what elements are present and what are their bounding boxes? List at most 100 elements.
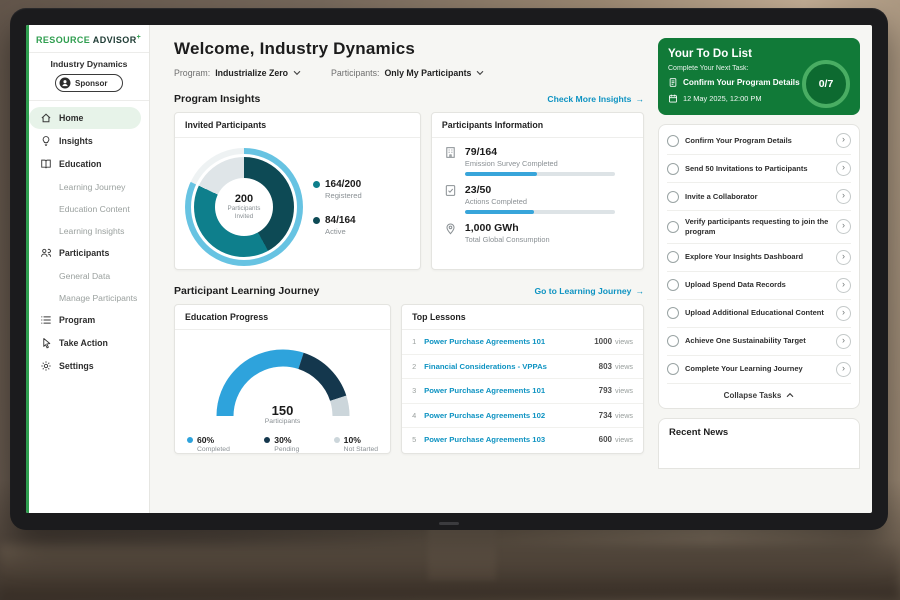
chevron-right-icon[interactable]: ›: [836, 362, 851, 377]
check-more-insights-link[interactable]: Check More Insights →: [547, 94, 644, 104]
task-checkbox[interactable]: [667, 307, 679, 319]
legend-completed: 60% Completed: [187, 435, 230, 453]
dashboard-screen: RESOURCE ADVISOR+ Industry Dynamics Spon…: [26, 25, 872, 513]
card-title: Participants Information: [432, 113, 643, 138]
lesson-row[interactable]: 3 Power Purchase Agreements 101 793views: [402, 379, 643, 404]
todo-summary-card: Your To Do List Complete Your Next Task:…: [658, 38, 860, 115]
legend-dot: [334, 437, 340, 443]
stat-emission-survey: 79/164 Emission Survey Completed: [432, 138, 643, 176]
todo-progress-value: 0/7: [819, 78, 834, 90]
checklist-icon: [444, 184, 457, 197]
lesson-row[interactable]: 4 Power Purchase Agreements 102 734views: [402, 404, 643, 429]
participants-filter[interactable]: Participants: Only My Participants: [331, 68, 484, 78]
arrow-right-icon: →: [635, 94, 644, 104]
task-checkbox[interactable]: [667, 335, 679, 347]
task-checkbox[interactable]: [667, 163, 679, 175]
book-icon: [40, 158, 52, 170]
chevron-right-icon[interactable]: ›: [836, 133, 851, 148]
legend-dot: [264, 437, 270, 443]
task-row[interactable]: Explore Your Insights Dashboard ›: [667, 244, 851, 272]
task-row[interactable]: Achieve One Sustainability Target ›: [667, 328, 851, 356]
sidebar-item-insights[interactable]: Insights: [29, 130, 149, 152]
legend-dot: [313, 217, 320, 224]
arrow-right-icon: →: [635, 286, 644, 296]
task-row[interactable]: Upload Spend Data Records ›: [667, 272, 851, 300]
insights-cards-row: Invited Participants 200 Participants In…: [174, 112, 644, 270]
chevron-right-icon[interactable]: ›: [836, 278, 851, 293]
sidebar-item-program[interactable]: Program: [29, 309, 149, 331]
donut-center: 200 Participants Invited: [215, 178, 273, 236]
legend-pending: 30% Pending: [264, 435, 299, 453]
task-row[interactable]: Confirm Your Program Details ›: [667, 127, 851, 155]
task-checkbox[interactable]: [667, 251, 679, 263]
task-row[interactable]: Send 50 Invitations to Participants ›: [667, 155, 851, 183]
sidebar-item-take-action[interactable]: Take Action: [29, 332, 149, 354]
power-led: [439, 522, 459, 525]
go-to-learning-journey-link[interactable]: Go to Learning Journey →: [534, 286, 644, 296]
section-title: Participant Learning Journey: [174, 285, 319, 297]
collapse-tasks-button[interactable]: Collapse Tasks: [667, 384, 851, 406]
invited-legend: 164/200 Registered 84/164 Active: [313, 179, 362, 236]
education-legend: 60% Completed 30% Pending 10% Not Starte…: [175, 427, 390, 453]
sponsor-label: Sponsor: [75, 79, 107, 88]
program-filter[interactable]: Program: Industrialize Zero: [174, 68, 301, 78]
task-checkbox[interactable]: [667, 363, 679, 375]
journey-cards-row: Education Progress 150 Participants: [174, 304, 644, 454]
pointer-icon: [40, 337, 52, 349]
location-pin-icon: [444, 222, 457, 235]
sidebar-nav: Home Insights Education Learning Journey…: [29, 107, 149, 377]
chevron-right-icon[interactable]: ›: [836, 219, 851, 234]
lesson-row[interactable]: 5 Power Purchase Agreements 103 600views: [402, 428, 643, 452]
invited-donut-chart[interactable]: 200 Participants Invited: [191, 154, 297, 260]
chevron-down-icon: [293, 70, 301, 76]
chevron-right-icon[interactable]: ›: [836, 250, 851, 265]
document-icon: [668, 77, 678, 88]
sidebar-item-settings[interactable]: Settings: [29, 355, 149, 377]
invited-donut-outer-ring: 200 Participants Invited: [185, 148, 303, 266]
legend-dot: [187, 437, 193, 443]
sponsor-badge[interactable]: Sponsor: [55, 74, 123, 92]
sidebar-item-education-content[interactable]: Education Content: [29, 198, 149, 219]
sidebar: RESOURCE ADVISOR+ Industry Dynamics Spon…: [26, 25, 150, 513]
logo-advisor: ADVISOR: [93, 35, 137, 45]
sidebar-item-participants[interactable]: Participants: [29, 242, 149, 264]
sidebar-item-learning-journey[interactable]: Learning Journey: [29, 176, 149, 197]
sidebar-item-learning-insights[interactable]: Learning Insights: [29, 220, 149, 241]
todo-progress-ring: 0/7: [802, 60, 850, 108]
main-content: Welcome, Industry Dynamics Program: Indu…: [150, 25, 654, 513]
task-row[interactable]: Verify participants requesting to join t…: [667, 211, 851, 244]
people-icon: [40, 247, 52, 259]
chevron-right-icon[interactable]: ›: [836, 189, 851, 204]
task-checkbox[interactable]: [667, 135, 679, 147]
chevron-right-icon[interactable]: ›: [836, 334, 851, 349]
education-gauge-chart[interactable]: 150 Participants: [208, 340, 358, 427]
calendar-icon: [668, 93, 678, 104]
learning-journey-header: Participant Learning Journey Go to Learn…: [174, 285, 644, 297]
recent-news-title: Recent News: [669, 427, 849, 438]
task-row[interactable]: Upload Additional Educational Content ›: [667, 300, 851, 328]
desk-surface: [0, 545, 900, 600]
sidebar-item-home[interactable]: Home: [29, 107, 141, 129]
chevron-down-icon: [476, 70, 484, 76]
sidebar-item-general-data[interactable]: General Data: [29, 265, 149, 286]
lesson-row[interactable]: 2 Financial Considerations - VPPAs 803vi…: [402, 355, 643, 380]
monitor-bezel: RESOURCE ADVISOR+ Industry Dynamics Spon…: [10, 8, 888, 530]
logo-resource: RESOURCE: [36, 35, 90, 45]
progress-bar: [465, 172, 615, 176]
chevron-right-icon[interactable]: ›: [836, 161, 851, 176]
desk-scene: RESOURCE ADVISOR+ Industry Dynamics Spon…: [0, 0, 900, 600]
sidebar-item-education[interactable]: Education: [29, 153, 149, 175]
task-row[interactable]: Complete Your Learning Journey ›: [667, 356, 851, 384]
sidebar-item-manage-participants[interactable]: Manage Participants: [29, 287, 149, 308]
task-row[interactable]: Invite a Collaborator ›: [667, 183, 851, 211]
lesson-row[interactable]: 1 Power Purchase Agreements 101 1000view…: [402, 330, 643, 355]
divider: [29, 100, 149, 101]
lightbulb-icon: [40, 135, 52, 147]
task-checkbox[interactable]: [667, 191, 679, 203]
stat-actions-completed: 23/50 Actions Completed: [432, 176, 643, 214]
chevron-right-icon[interactable]: ›: [836, 306, 851, 321]
task-checkbox[interactable]: [667, 279, 679, 291]
list-icon: [40, 314, 52, 326]
chevron-up-icon: [786, 392, 794, 398]
task-checkbox[interactable]: [667, 221, 679, 233]
